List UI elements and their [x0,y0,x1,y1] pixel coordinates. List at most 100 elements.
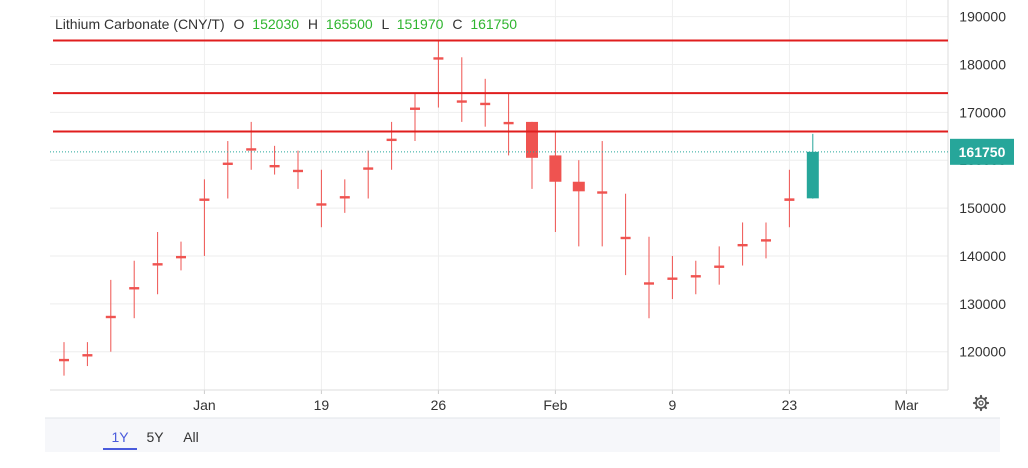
axes: 1200001300001400001500001600001700001800… [50,0,1006,413]
candle-body [176,255,186,259]
candle-body [572,181,585,192]
candle-body [644,282,654,285]
x-tick-label: Jan [193,397,216,413]
y-tick-label: 170000 [959,104,1006,120]
candle [690,260,701,295]
candle [714,246,725,285]
candle-body [339,196,350,199]
candle-body [59,358,69,362]
candle-body [222,162,233,165]
range-button-all[interactable]: All [183,429,199,445]
candle [597,141,608,247]
candle-body [433,57,444,60]
gear-icon[interactable] [972,394,990,412]
x-tick-label: 19 [314,397,330,413]
candle [410,93,420,142]
candle-body [246,148,257,151]
legend-high-value: 165500 [326,16,373,32]
legend-close-label: C [452,16,462,32]
candle [667,255,678,300]
candle-body [363,167,374,170]
candle [129,260,140,319]
candle [456,57,467,122]
candle [269,145,280,175]
x-tick-label: 9 [669,397,677,413]
candle [737,222,748,266]
range-button-1y[interactable]: 1Y [103,429,137,450]
candle [339,179,350,213]
legend-symbol: Lithium Carbonate (CNY/T) [55,16,225,32]
candle [549,131,562,233]
candle [246,121,257,170]
candle-body [690,275,701,278]
candle [572,160,585,247]
candle [82,342,93,367]
candle-body [199,198,210,201]
range-bar-background [45,418,1000,452]
candle [316,169,327,228]
candle-body [105,315,116,319]
candle [480,78,491,127]
range-button-5y-label: 5Y [146,429,164,445]
legend-open-value: 152030 [252,16,299,32]
candle [620,193,631,276]
candle-body [784,198,795,201]
candle-body [316,203,327,206]
legend-low-label: L [382,16,390,32]
candle-body [526,121,538,158]
candle-body [714,265,725,268]
range-button-5y[interactable]: 5Y [146,429,164,445]
y-tick-label: 130000 [959,296,1006,312]
y-tick-label: 140000 [959,248,1006,264]
x-tick-label: Feb [543,397,567,413]
candle-body [503,121,514,125]
candle [176,241,186,271]
candle [784,169,795,228]
y-tick-label: 120000 [959,344,1006,360]
y-tick-label: 190000 [959,9,1006,25]
candle-body [761,239,771,242]
candle-body [269,164,280,168]
range-button-1y-underline [103,448,137,450]
candle-body [549,155,562,182]
ohlc-legend: Lithium Carbonate (CNY/T) O 152030 H 165… [55,16,517,32]
candle-body [456,100,467,103]
candle [222,141,233,199]
last-price-label: 161750 [959,144,1006,160]
candle-body [737,243,748,247]
y-tick-label: 180000 [959,56,1006,72]
candle-body [82,354,93,357]
candle [105,279,116,352]
candle-body [410,107,420,110]
range-bar: 1Y 5Y All [45,417,1000,452]
candle-body [667,277,678,280]
horizontal-levels [53,39,948,133]
x-tick-label: 23 [782,397,798,413]
legend-close-value: 161750 [470,16,517,32]
candle [644,236,654,319]
range-button-1y-label: 1Y [111,429,129,445]
candle [293,150,303,189]
candle [363,150,374,199]
candle [59,342,69,376]
candle [503,93,514,156]
candle [806,133,819,199]
candle-body [597,191,608,194]
last-price-tag [950,138,1014,165]
x-tick-label: Mar [894,397,918,413]
legend-low-value: 151970 [397,16,444,32]
candle-body [620,236,631,240]
range-button-all-label: All [183,429,199,445]
candle-body [129,287,140,290]
candle-body [480,102,491,106]
candle-body [293,169,303,173]
candle-body [386,138,397,142]
candle [152,232,163,295]
candle [386,121,397,170]
candle-body [152,263,163,266]
y-tick-label: 150000 [959,200,1006,216]
candle-body [806,151,819,199]
last-price-marker: 161750 [50,138,1014,165]
